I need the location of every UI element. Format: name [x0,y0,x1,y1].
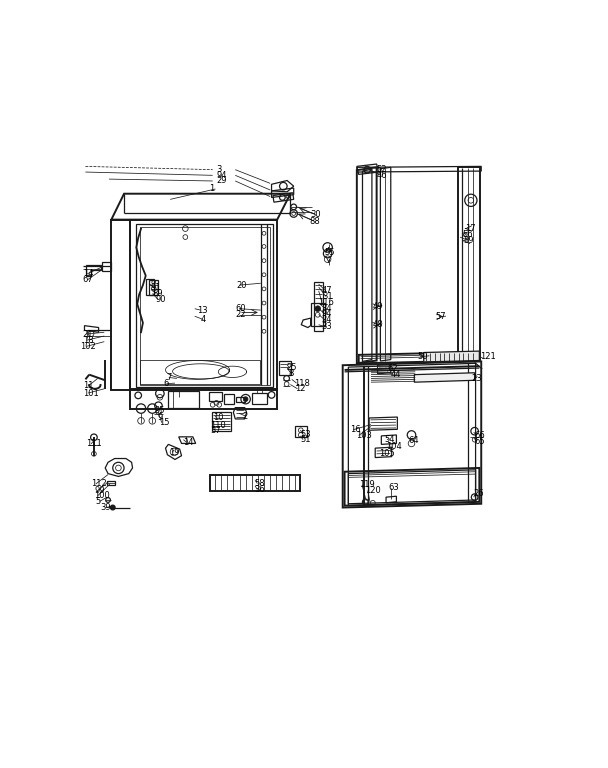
Text: 54: 54 [384,435,395,444]
Text: 94: 94 [216,170,227,180]
Text: 19: 19 [169,448,180,457]
Text: 58: 58 [254,479,264,488]
Text: 105: 105 [379,449,395,458]
Text: 18: 18 [83,336,93,345]
Text: 95: 95 [154,406,165,415]
Text: 51: 51 [300,435,311,444]
Text: 13: 13 [197,306,208,315]
Text: 17: 17 [465,224,476,233]
Text: 64: 64 [408,435,419,445]
Text: 22: 22 [235,310,246,319]
Text: 25: 25 [286,363,297,372]
Text: 2: 2 [243,412,248,421]
Text: 120: 120 [365,486,381,495]
Text: 55: 55 [325,248,335,257]
Text: 53: 53 [300,429,311,439]
Text: 67: 67 [83,276,94,284]
Polygon shape [424,351,479,362]
Text: 33: 33 [322,322,332,331]
Text: 11: 11 [83,382,94,390]
Text: 7: 7 [166,373,171,382]
Text: 110: 110 [210,421,226,429]
Text: 90: 90 [155,295,165,304]
Text: 24: 24 [322,316,332,325]
Circle shape [111,505,115,510]
Text: 9: 9 [157,412,162,422]
Text: 65: 65 [474,436,485,445]
Text: 29: 29 [216,177,227,186]
Text: 16: 16 [350,425,361,434]
Text: 91: 91 [150,283,161,293]
Polygon shape [414,372,475,382]
Text: 88: 88 [309,217,320,226]
Text: 121: 121 [480,353,496,361]
Text: 12: 12 [295,384,306,393]
Text: 103: 103 [356,431,372,440]
Text: 37: 37 [210,426,221,435]
Text: 94: 94 [322,310,332,319]
Text: 56: 56 [462,230,473,239]
Text: 112: 112 [92,479,107,488]
Text: 57: 57 [435,312,446,321]
Text: 102: 102 [80,342,95,351]
Text: 4: 4 [201,315,206,324]
Text: 31: 31 [322,292,333,301]
Text: 3: 3 [216,165,222,174]
Text: 63: 63 [388,483,399,492]
Text: 89: 89 [153,289,164,298]
Text: 23: 23 [472,374,482,383]
Text: 100: 100 [94,492,109,500]
Text: 48: 48 [373,320,384,329]
Text: 5: 5 [96,497,101,506]
Text: 116: 116 [318,298,334,307]
Text: 101: 101 [83,389,99,398]
Text: 62: 62 [387,364,398,373]
Text: 26: 26 [473,489,484,498]
Text: 44: 44 [390,369,401,379]
Text: 36: 36 [254,485,265,494]
Text: 30: 30 [310,210,321,219]
Text: 66: 66 [474,431,485,440]
Text: 99: 99 [95,485,105,495]
Text: 52: 52 [376,164,387,174]
Text: 119: 119 [359,481,375,489]
Text: 14: 14 [83,270,93,278]
Text: 39: 39 [100,503,111,512]
Text: 49: 49 [373,302,384,311]
Text: 1: 1 [209,184,215,194]
Text: 50: 50 [418,353,428,361]
Text: 104: 104 [387,442,402,451]
Text: 59: 59 [464,236,474,245]
Text: 8: 8 [288,369,294,378]
Text: 21: 21 [83,329,93,339]
Text: 15: 15 [159,419,170,427]
Text: 34: 34 [322,303,332,313]
Circle shape [315,306,320,312]
Text: 6: 6 [164,379,169,388]
Text: 111: 111 [86,439,102,449]
Text: 47: 47 [322,286,333,295]
Text: 118: 118 [294,379,309,388]
Text: 60: 60 [235,304,246,313]
Text: 20: 20 [236,280,247,290]
Text: 14: 14 [184,438,194,446]
Text: 10: 10 [213,413,224,422]
Text: 46: 46 [376,170,387,180]
Circle shape [243,397,248,402]
